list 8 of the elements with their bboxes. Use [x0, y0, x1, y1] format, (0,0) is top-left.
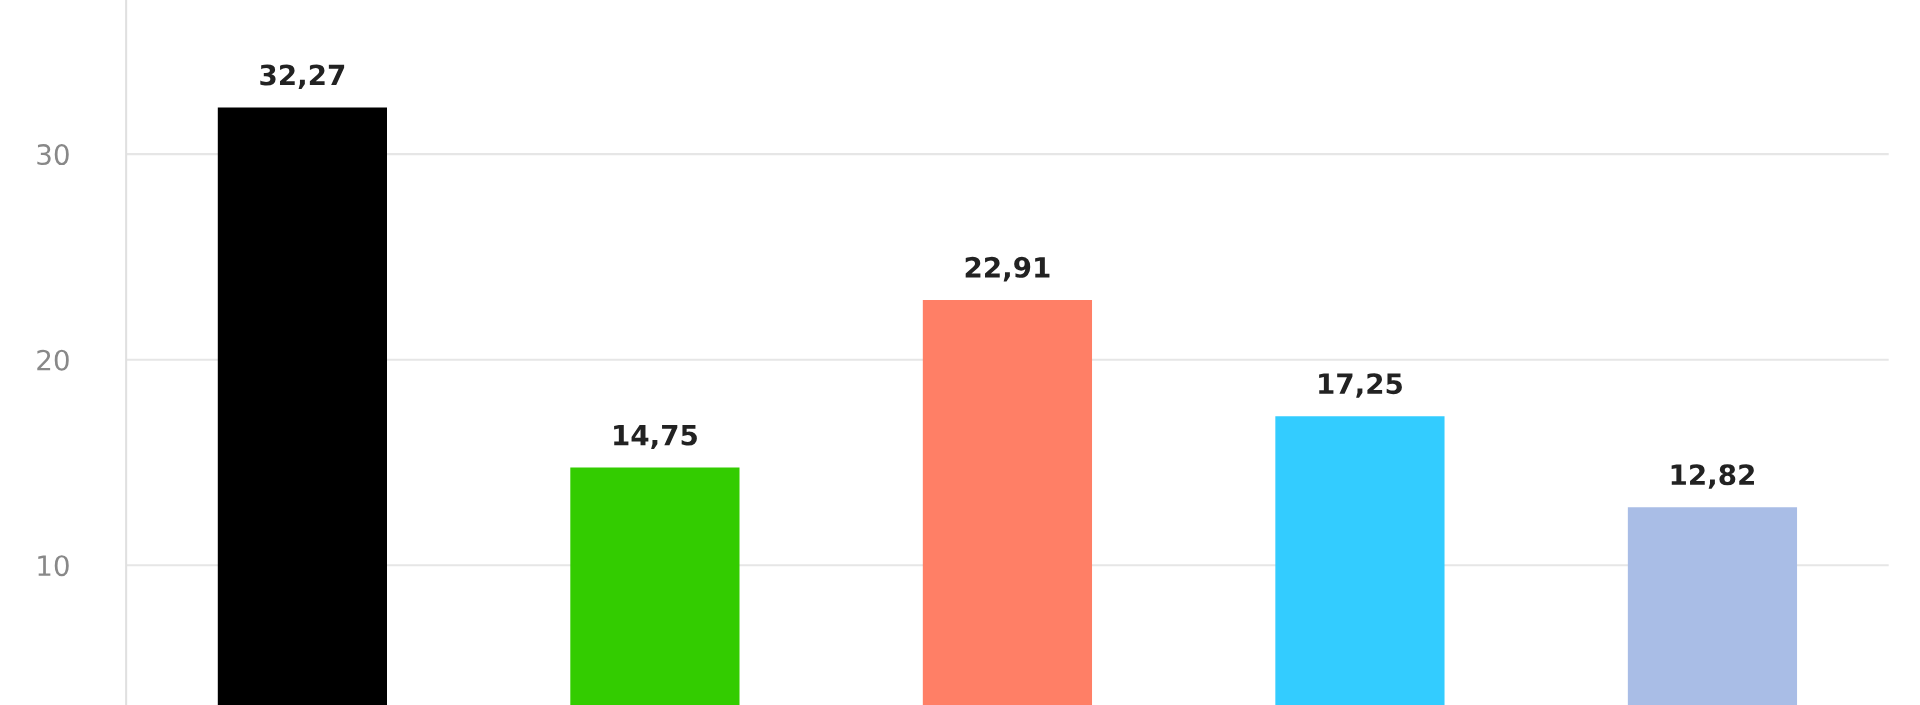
y-tick-label: 20 — [37, 349, 69, 371]
data-label: 14,75 — [614, 424, 697, 450]
data-label: 17,25 — [1319, 373, 1402, 398]
y-tick-label: 30 — [37, 144, 69, 166]
data-label: 22,91 — [965, 256, 1050, 282]
y-tick-label: 10 — [38, 555, 69, 577]
data-label: 12,82 — [1671, 464, 1754, 489]
data-label: 32,27 — [260, 64, 345, 89]
